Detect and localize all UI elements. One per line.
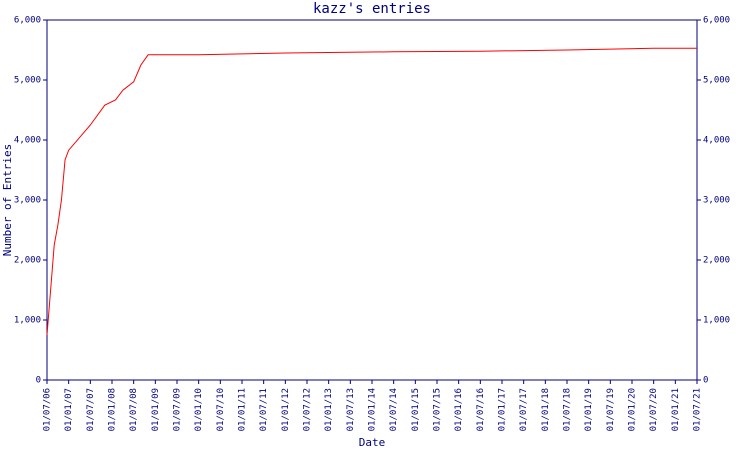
x-tick-label: 01/01/19	[584, 388, 594, 431]
y-tick-label: 5,000	[14, 76, 41, 86]
x-tick-label: 01/07/17	[519, 388, 529, 431]
data-line	[46, 47, 697, 336]
x-tick-label: 01/07/16	[476, 388, 486, 431]
y-tick-label: 0	[36, 376, 41, 386]
x-tick-label: 01/07/13	[346, 388, 356, 431]
x-tick-label: 01/01/18	[541, 388, 551, 431]
y2-tick-label: 4,000	[703, 136, 730, 146]
x-tick-label: 01/01/13	[324, 388, 334, 431]
x-tick-label: 01/01/20	[628, 388, 638, 431]
y2-tick-label: 6,000	[703, 16, 730, 26]
x-tick-label: 01/07/14	[389, 388, 399, 431]
y2-tick-label: 5,000	[703, 76, 730, 86]
x-tick-label: 01/07/18	[563, 388, 573, 431]
x-tick-label: 01/07/08	[129, 388, 139, 431]
x-tick-label: 01/07/09	[173, 388, 183, 431]
x-tick-label: 01/01/21	[671, 388, 681, 431]
y-tick-label: 4,000	[14, 136, 41, 146]
x-tick-label: 01/07/15	[433, 388, 443, 431]
x-tick-label: 01/07/11	[259, 388, 269, 431]
x-tick-label: 01/07/20	[649, 388, 659, 431]
x-tick-label: 01/07/10	[216, 388, 226, 431]
y-axis-title: Number of Entries	[1, 144, 14, 257]
y2-tick-label: 2,000	[703, 256, 730, 266]
x-tick-label: 01/01/08	[108, 388, 118, 431]
x-tick-label: 01/01/14	[368, 388, 378, 431]
x-tick-label: 01/07/12	[303, 388, 313, 431]
x-tick-label: 01/01/09	[151, 388, 161, 431]
y-tick-label: 1,000	[14, 316, 41, 326]
x-tick-label: 01/01/12	[281, 388, 291, 431]
y-tick-label: 3,000	[14, 196, 41, 206]
y2-tick-label: 3,000	[703, 196, 730, 206]
plot-frame	[46, 19, 698, 381]
x-tick-label: 01/01/10	[194, 388, 204, 431]
y2-tick-label: 1,000	[703, 316, 730, 326]
y2-tick-label: 0	[703, 376, 708, 386]
x-tick-label: 01/01/15	[411, 388, 421, 431]
x-tick-label: 01/01/07	[64, 388, 74, 431]
x-tick-label: 01/07/21	[693, 388, 703, 431]
chart-title: kazz's entries	[313, 1, 431, 17]
x-tick-label: 01/01/16	[454, 388, 464, 431]
y-tick-label: 6,000	[14, 16, 41, 26]
x-tick-label: 01/07/06	[43, 388, 53, 431]
x-tick-label: 01/07/07	[86, 388, 96, 431]
x-tick-label: 01/01/17	[498, 388, 508, 431]
y-tick-label: 2,000	[14, 256, 41, 266]
x-tick-label: 01/07/19	[606, 388, 616, 431]
x-tick-label: 01/01/11	[238, 388, 248, 431]
x-axis-title: Date	[359, 436, 386, 449]
